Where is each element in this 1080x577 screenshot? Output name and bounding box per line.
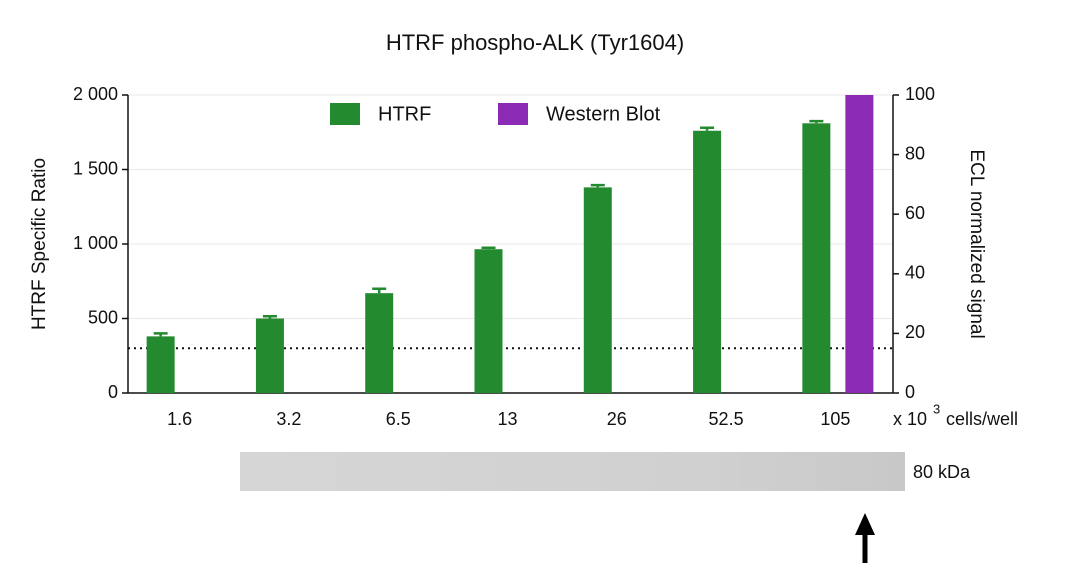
bar xyxy=(802,123,831,393)
x-tick-label: 105 xyxy=(820,409,850,429)
arrow-head xyxy=(855,513,875,535)
error-bar xyxy=(700,126,715,131)
x-tick-label: 3.2 xyxy=(276,409,301,429)
y2-tick-label: 40 xyxy=(905,263,925,283)
x-axis-exponent: 3 xyxy=(933,401,940,416)
y-axis-title: HTRF Specific Ratio xyxy=(29,158,50,330)
y2-tick-label: 60 xyxy=(905,203,925,223)
x-axis-suffix: cells/well xyxy=(941,409,1018,429)
x-tick-label: 13 xyxy=(497,409,517,429)
y2-tick-label: 80 xyxy=(905,143,925,163)
x-axis-title: x 10 xyxy=(893,409,927,429)
y2-axis-title: ECL normalized signal xyxy=(966,149,987,338)
error-bar xyxy=(590,183,605,188)
error-bar xyxy=(481,246,496,250)
bar xyxy=(365,293,394,393)
y2-tick-label: 0 xyxy=(905,382,915,402)
blot-label: 80 kDa xyxy=(913,462,971,482)
y-tick-label: 1 000 xyxy=(73,233,118,253)
y-tick-label: 1 500 xyxy=(73,158,118,178)
error-bar xyxy=(372,287,387,294)
y2-tick-label: 20 xyxy=(905,322,925,342)
bar xyxy=(693,130,722,393)
bar xyxy=(474,249,503,393)
legend-label: Western Blot xyxy=(546,103,661,125)
legend-swatch xyxy=(330,103,360,125)
y-tick-label: 0 xyxy=(108,382,118,402)
x-tick-label: 1.6 xyxy=(167,409,192,429)
error-bar xyxy=(262,315,277,319)
x-tick-label: 6.5 xyxy=(386,409,411,429)
bar xyxy=(845,95,874,393)
error-bar xyxy=(153,332,168,337)
y-tick-label: 2 000 xyxy=(73,84,118,104)
legend-label: HTRF xyxy=(378,103,431,125)
chart-title: HTRF phospho-ALK (Tyr1604) xyxy=(386,30,684,55)
bar xyxy=(583,187,612,393)
y2-tick-label: 100 xyxy=(905,84,935,104)
y-tick-label: 500 xyxy=(88,307,118,327)
blot-image xyxy=(240,452,905,491)
x-tick-label: 26 xyxy=(607,409,627,429)
bar xyxy=(146,336,175,393)
x-tick-label: 52.5 xyxy=(709,409,744,429)
legend-swatch xyxy=(498,103,528,125)
bar xyxy=(255,318,284,393)
error-bar xyxy=(809,119,824,124)
